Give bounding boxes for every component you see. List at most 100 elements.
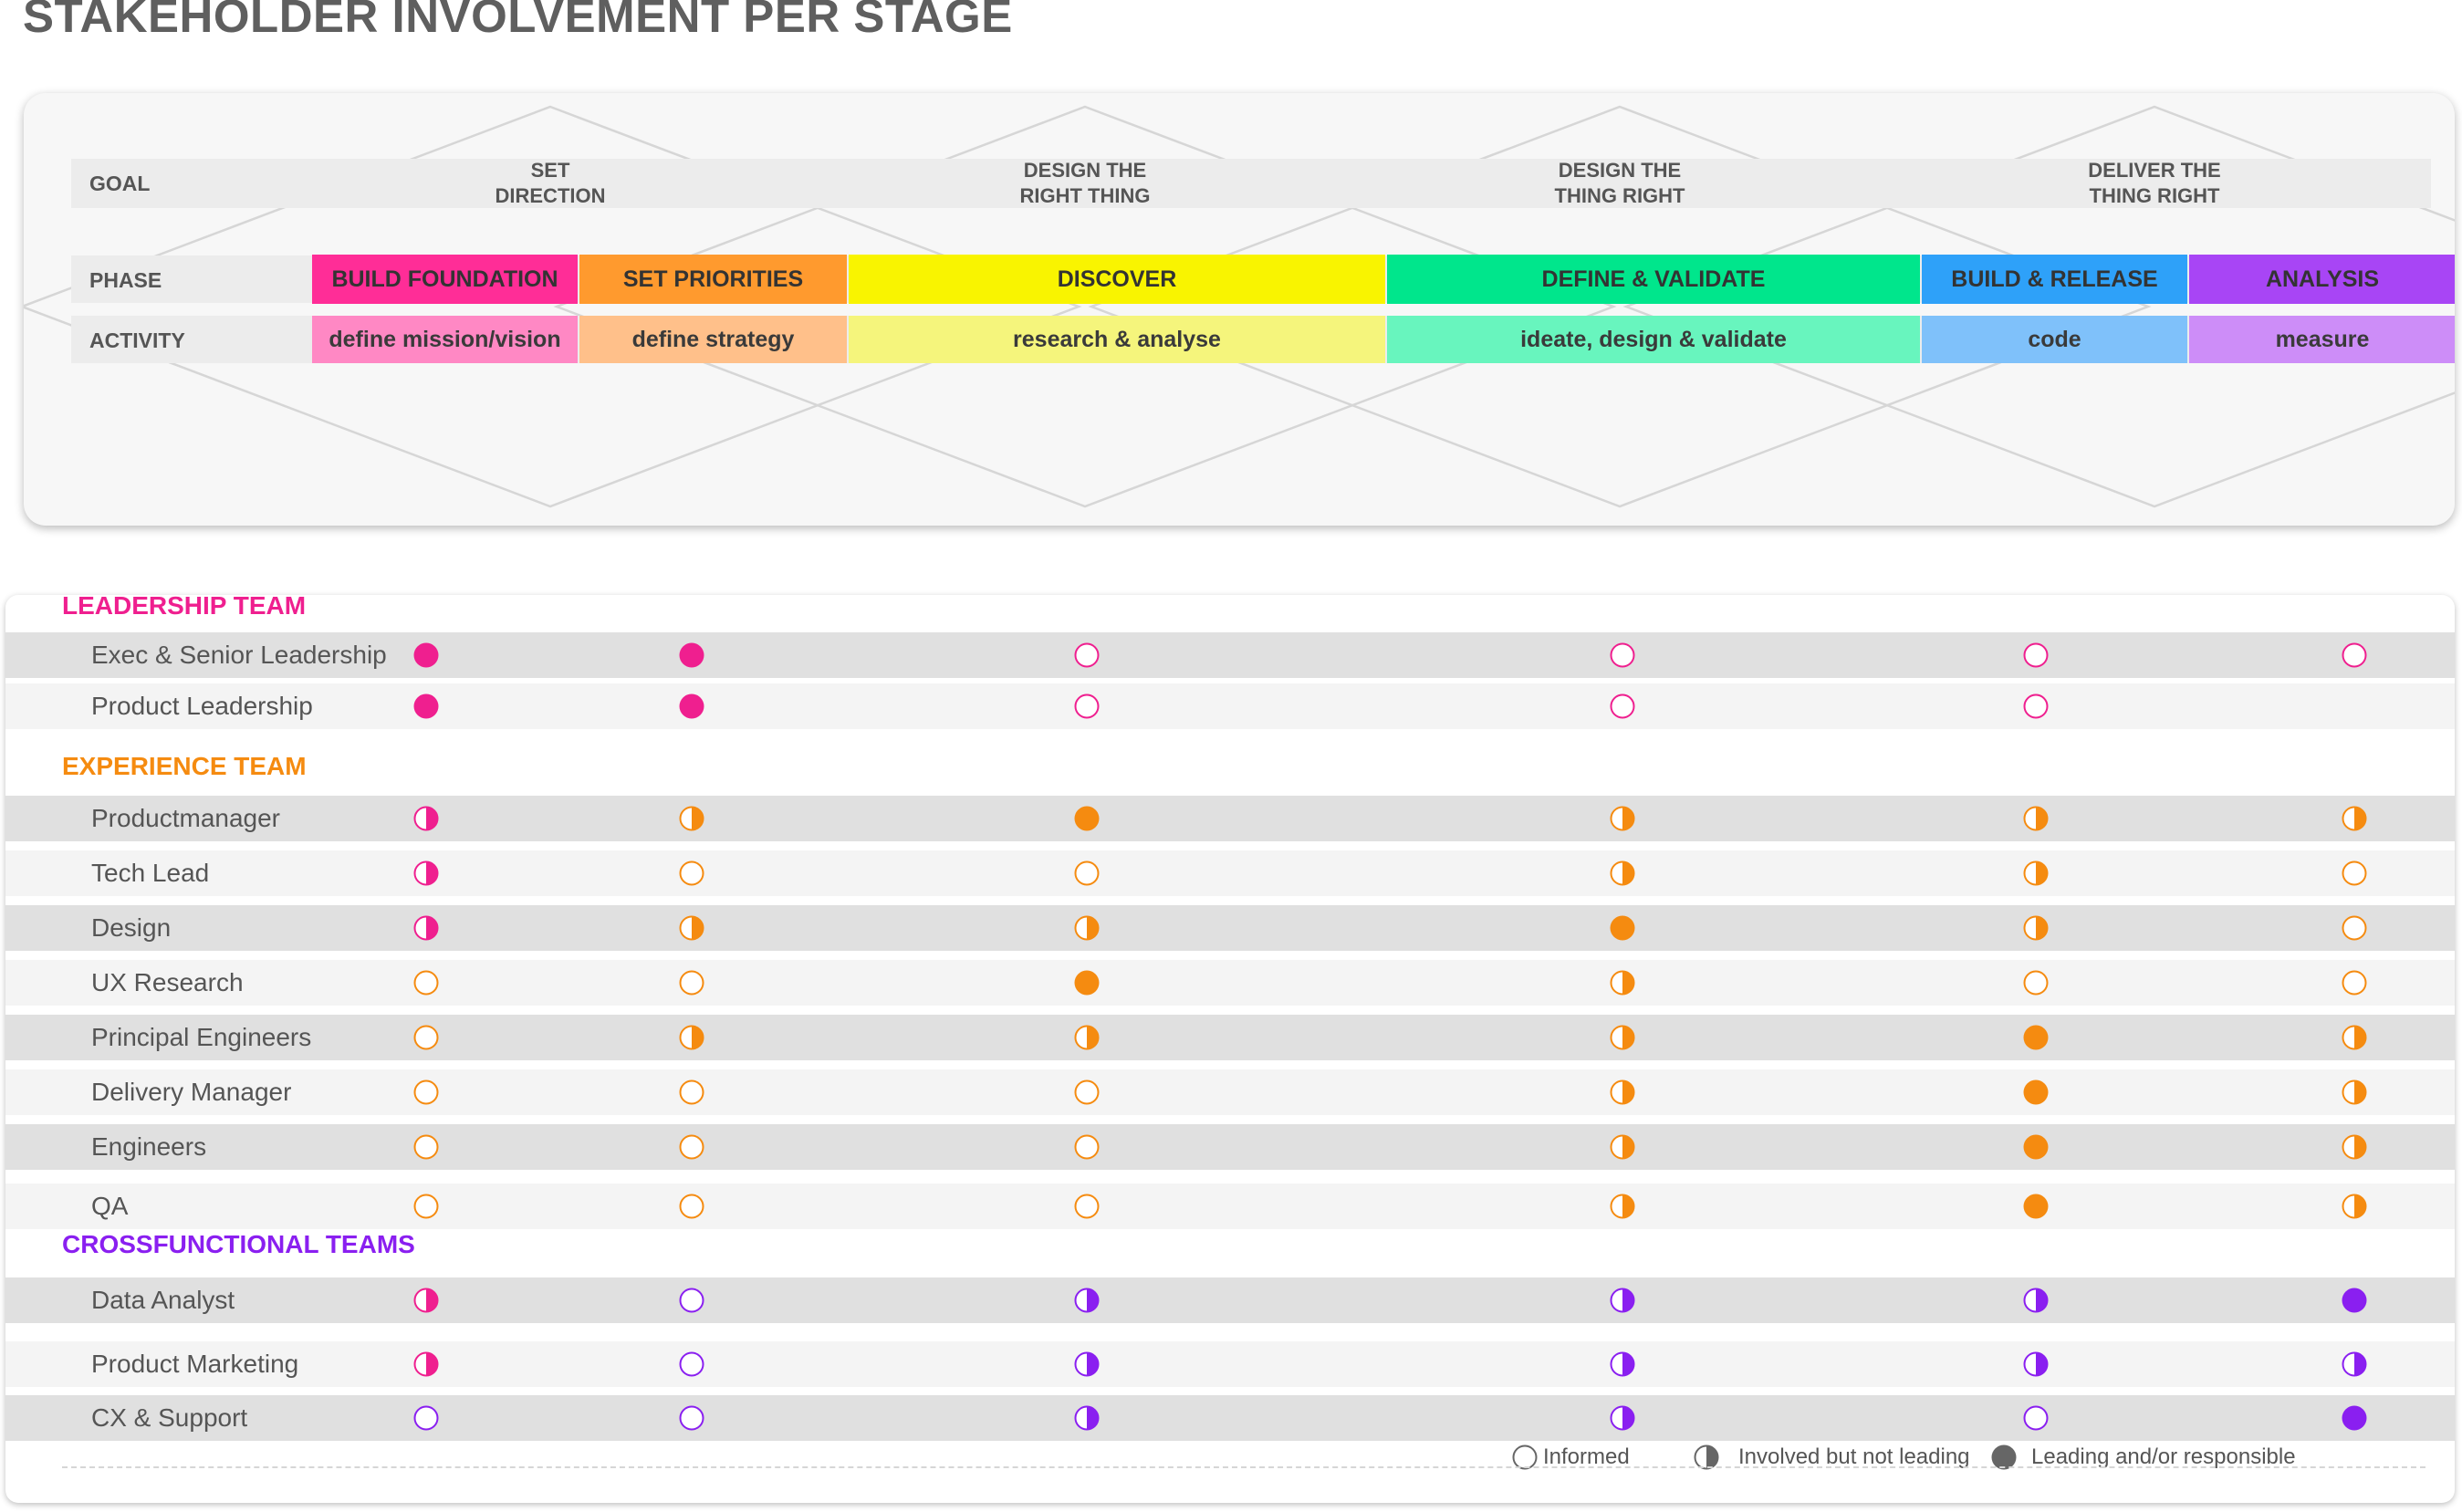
involvement-full-icon: [2023, 1079, 2049, 1105]
activity-ideate-design-validate: ideate, design & validate: [1387, 316, 1920, 363]
involvement-half-icon: [1074, 1351, 1100, 1377]
involvement-half-icon: [2342, 1134, 2367, 1160]
involvement-half-icon: [2342, 1025, 2367, 1050]
phase-row-label: PHASE: [89, 268, 162, 292]
involvement-empty-icon: [413, 1025, 439, 1050]
stakeholder-tech-lead: Tech Lead: [91, 859, 210, 887]
involvement-empty-icon: [1074, 642, 1100, 668]
involvement-half-icon: [413, 915, 439, 941]
activity-define-mission-vision: define mission/vision: [312, 316, 578, 363]
table-row: [5, 1395, 2455, 1441]
divider: [62, 1466, 2425, 1468]
goal-row-label: GOAL: [89, 172, 151, 195]
involvement-empty-icon: [679, 1194, 704, 1219]
diamond-outlines: [24, 105, 2455, 508]
involvement-half-icon: [1074, 1288, 1100, 1313]
involvement-full-icon: [1074, 970, 1100, 996]
involvement-empty-icon: [2342, 642, 2367, 668]
involvement-half-icon: [2023, 806, 2049, 831]
involvement-half-icon: [1610, 1134, 1635, 1160]
table-row: [5, 1277, 2455, 1323]
involvement-empty-icon: [1074, 860, 1100, 886]
table-row: [5, 1015, 2455, 1060]
stakeholder-qa: QA: [91, 1192, 129, 1220]
involvement-half-icon: [2023, 1351, 2049, 1377]
involvement-full-icon: [2342, 1288, 2367, 1313]
involvement-empty-icon: [413, 1134, 439, 1160]
involvement-half-icon: [1610, 1351, 1635, 1377]
phase-set-priorities: SET PRIORITIES: [579, 255, 847, 304]
phase-discover: DISCOVER: [849, 255, 1385, 304]
involvement-empty-icon: [413, 1405, 439, 1431]
legend-empty-icon: [1512, 1444, 1538, 1470]
involvement-half-icon: [1610, 1079, 1635, 1105]
involvement-empty-icon: [413, 1194, 439, 1219]
involvement-full-icon: [2023, 1194, 2049, 1219]
table-row: [5, 1341, 2455, 1387]
activity-research-analyse: research & analyse: [849, 316, 1385, 363]
involvement-empty-icon: [413, 1079, 439, 1105]
activity-row-label: ACTIVITY: [89, 328, 185, 352]
stakeholder-exec-senior-leadership: Exec & Senior Leadership: [91, 641, 387, 669]
table-row: [5, 1069, 2455, 1115]
stakeholder-design: Design: [91, 913, 172, 942]
involvement-half-icon: [2342, 1079, 2367, 1105]
involvement-half-icon: [1610, 970, 1635, 996]
involvement-half-icon: [2023, 860, 2049, 886]
involvement-empty-icon: [413, 970, 439, 996]
involvement-full-icon: [679, 693, 704, 719]
group-title-leadership-team: LEADERSHIP TEAM: [62, 595, 307, 620]
involvement-half-icon: [2342, 1351, 2367, 1377]
phase-define-validate: DEFINE & VALIDATE: [1387, 255, 1920, 304]
stakeholder-matrix-card: LEADERSHIP TEAM Exec & Senior Leadership P…: [5, 595, 2455, 1503]
group-title-experience-team: EXPERIENCE TEAM: [62, 752, 307, 780]
legend-full-icon: [1991, 1444, 2017, 1470]
involvement-half-icon: [2342, 1194, 2367, 1219]
legend-label: Leading and/or responsible: [2031, 1444, 2296, 1469]
involvement-empty-icon: [1610, 693, 1635, 719]
involvement-half-icon: [1610, 1405, 1635, 1431]
involvement-half-icon: [1610, 1025, 1635, 1050]
involvement-empty-icon: [1074, 1194, 1100, 1219]
stakeholder-data-analyst: Data Analyst: [91, 1286, 235, 1314]
phase-analysis: ANALYSIS: [2189, 255, 2455, 304]
involvement-half-icon: [1610, 1194, 1635, 1219]
involvement-half-icon: [1074, 915, 1100, 941]
involvement-full-icon: [413, 642, 439, 668]
involvement-full-icon: [2023, 1134, 2049, 1160]
involvement-half-icon: [1610, 806, 1635, 831]
involvement-empty-icon: [2342, 860, 2367, 886]
involvement-empty-icon: [2023, 642, 2049, 668]
group-title-crossfunctional-teams: CROSSFUNCTIONAL TEAMS: [62, 1230, 415, 1258]
activity-define-strategy: define strategy: [579, 316, 847, 363]
goal-band: [71, 159, 2431, 208]
involvement-full-icon: [2023, 1025, 2049, 1050]
goal-set-direction: SET DIRECTION: [495, 159, 606, 207]
involvement-half-icon: [413, 1288, 439, 1313]
involvement-empty-icon: [1610, 642, 1635, 668]
involvement-half-icon: [679, 1025, 704, 1050]
activity-measure: measure: [2189, 316, 2455, 363]
phase-build-release: BUILD & RELEASE: [1922, 255, 2187, 304]
involvement-full-icon: [1610, 915, 1635, 941]
goal-design-right-thing: DESIGN THE RIGHT THING: [1019, 159, 1151, 207]
involvement-half-icon: [1610, 860, 1635, 886]
involvement-empty-icon: [2342, 915, 2367, 941]
involvement-empty-icon: [1074, 1134, 1100, 1160]
table-row: [5, 796, 2455, 841]
involvement-empty-icon: [679, 970, 704, 996]
stakeholder-ux-research: UX Research: [91, 968, 244, 996]
involvement-full-icon: [2342, 1405, 2367, 1431]
stakeholder-productmanager: Productmanager: [91, 804, 281, 832]
stakeholder-engineers: Engineers: [91, 1132, 207, 1161]
goal-design-thing-right: DESIGN THE THING RIGHT: [1554, 159, 1685, 207]
involvement-full-icon: [413, 693, 439, 719]
stakeholder-cx-support: CX & Support: [91, 1403, 248, 1432]
stakeholder-principal-engineers: Principal Engineers: [91, 1023, 312, 1051]
involvement-half-icon: [2023, 1288, 2049, 1313]
table-row: [5, 683, 2455, 729]
goal-deliver-thing-right: DELIVER THE THING RIGHT: [2088, 159, 2221, 207]
involvement-empty-icon: [1074, 693, 1100, 719]
stakeholder-product-marketing: Product Marketing: [91, 1350, 299, 1378]
involvement-half-icon: [1610, 1288, 1635, 1313]
